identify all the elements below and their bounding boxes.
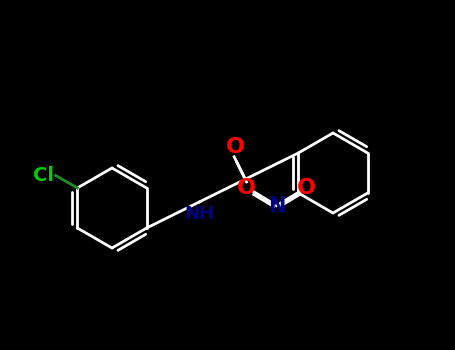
Text: N: N xyxy=(268,196,285,216)
Text: O: O xyxy=(226,136,245,156)
Text: O: O xyxy=(237,177,256,197)
Text: O: O xyxy=(297,177,316,197)
Text: Cl: Cl xyxy=(33,166,54,185)
Text: NH: NH xyxy=(185,205,215,223)
